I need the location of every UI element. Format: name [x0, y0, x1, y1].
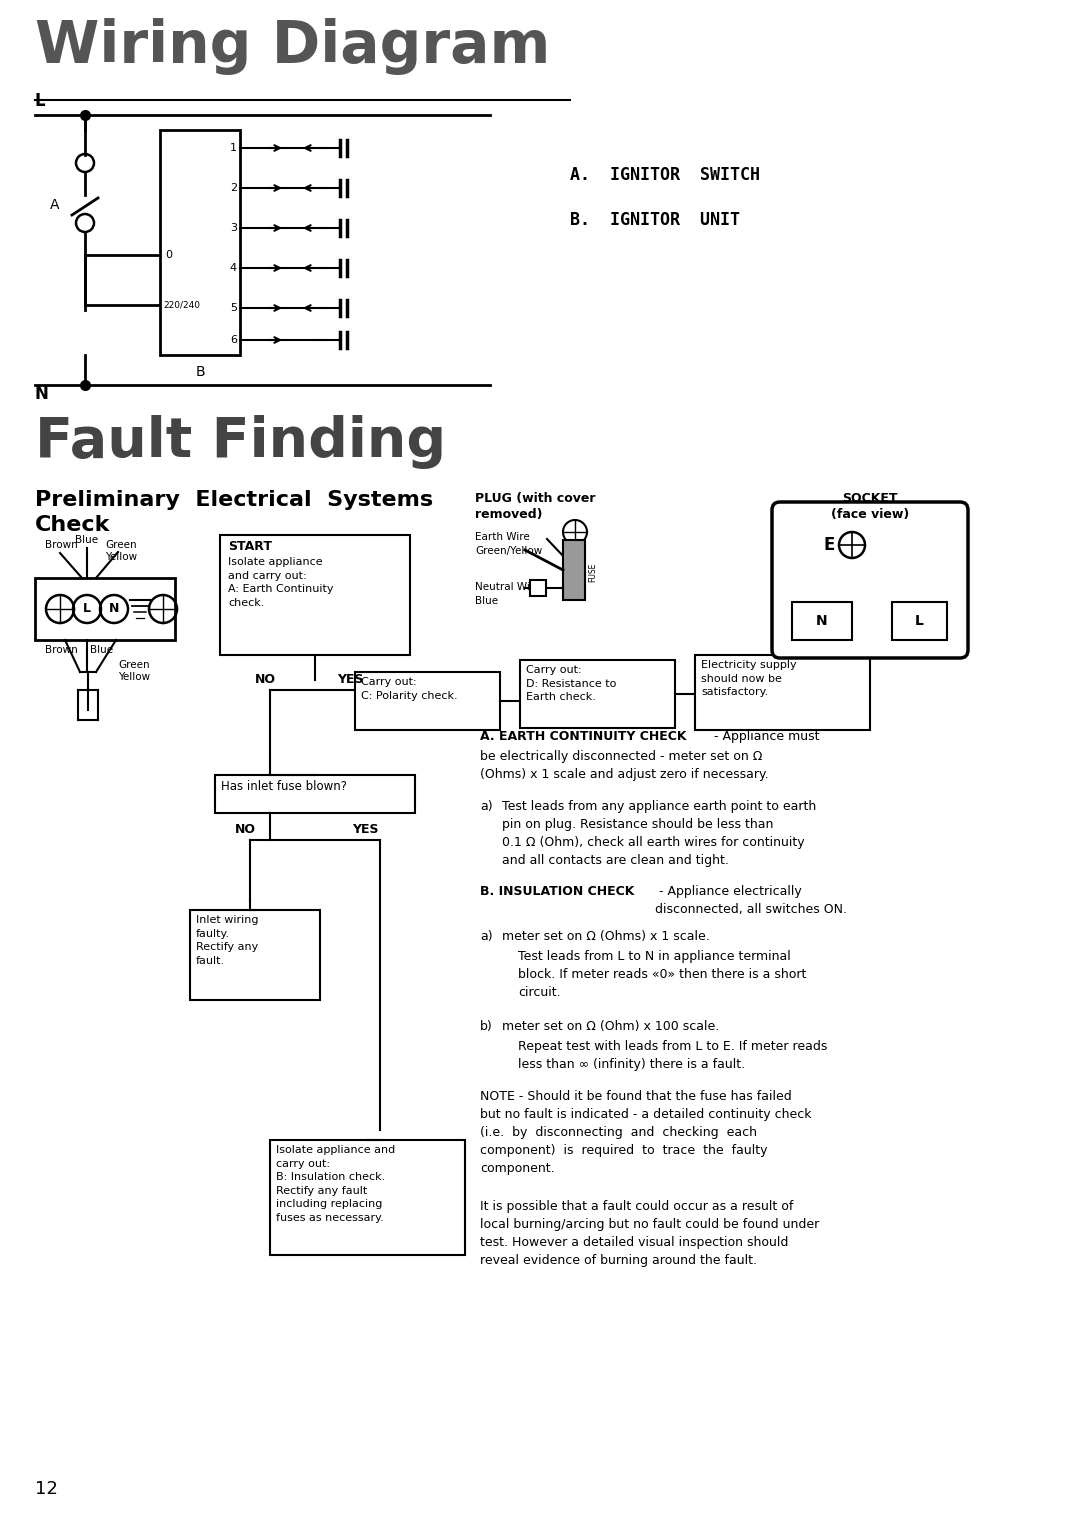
Text: Has inlet fuse blown?: Has inlet fuse blown? [221, 779, 347, 793]
Text: YES: YES [352, 824, 378, 836]
Text: Repeat test with leads from L to E. If meter reads
less than ∞ (infinity) there : Repeat test with leads from L to E. If m… [518, 1041, 827, 1071]
FancyBboxPatch shape [772, 503, 968, 659]
Text: It is possible that a fault could occur as a result of
local burning/arcing but : It is possible that a fault could occur … [480, 1199, 820, 1267]
Text: 220/240: 220/240 [163, 301, 200, 310]
Text: L: L [35, 92, 45, 110]
Text: Preliminary  Electrical  Systems: Preliminary Electrical Systems [35, 490, 433, 510]
Text: 1: 1 [230, 144, 237, 153]
Text: 6: 6 [230, 335, 237, 345]
Text: START: START [228, 539, 272, 553]
Bar [519, 660, 675, 727]
Text: Electricity supply
should now be
satisfactory.: Electricity supply should now be satisfa… [701, 660, 797, 697]
Text: Brown: Brown [45, 645, 78, 656]
Bar [190, 911, 320, 999]
Text: 4: 4 [230, 263, 237, 274]
Text: Test leads from any appliance earth point to earth
pin on plug. Resistance shoul: Test leads from any appliance earth poin… [502, 801, 816, 866]
Text: A: A [50, 199, 59, 212]
Text: a): a) [480, 931, 492, 943]
Text: Wiring Diagram: Wiring Diagram [35, 18, 551, 75]
Bar [530, 581, 546, 596]
Text: Isolate appliance and
carry out:
B: Insulation check.
Rectify any fault
includin: Isolate appliance and carry out: B: Insu… [276, 1144, 395, 1222]
Text: NO: NO [234, 824, 256, 836]
Text: B: B [195, 365, 205, 379]
Text: Brown: Brown [45, 539, 78, 550]
Text: Isolate appliance
and carry out:
A: Earth Continuity
check.: Isolate appliance and carry out: A: Eart… [228, 558, 334, 608]
Text: meter set on Ω (Ohms) x 1 scale.: meter set on Ω (Ohms) x 1 scale. [502, 931, 710, 943]
Bar [792, 602, 852, 640]
Text: N: N [35, 385, 49, 403]
Text: Green
Yellow: Green Yellow [105, 539, 137, 562]
Text: NO: NO [255, 672, 275, 686]
Text: 12: 12 [35, 1481, 58, 1497]
Bar [160, 130, 240, 354]
Text: b): b) [480, 1021, 492, 1033]
Text: Blue: Blue [90, 645, 113, 656]
Text: N: N [109, 602, 119, 616]
Bar [215, 775, 415, 813]
Text: removed): removed) [475, 507, 542, 521]
Text: 2: 2 [230, 183, 237, 193]
Text: A. EARTH CONTINUITY CHECK: A. EARTH CONTINUITY CHECK [480, 730, 687, 743]
Text: Carry out:
D: Resistance to
Earth check.: Carry out: D: Resistance to Earth check. [526, 665, 617, 703]
Text: 3: 3 [230, 223, 237, 232]
Text: NOTE - Should it be found that the fuse has failed
but no fault is indicated - a: NOTE - Should it be found that the fuse … [480, 1089, 811, 1175]
Text: Green
Yellow: Green Yellow [118, 660, 150, 681]
Text: Carry out:
C: Polarity check.: Carry out: C: Polarity check. [361, 677, 458, 701]
Text: YES: YES [337, 672, 363, 686]
Text: FUSE: FUSE [588, 562, 597, 582]
Text: meter set on Ω (Ohm) x 100 scale.: meter set on Ω (Ohm) x 100 scale. [502, 1021, 719, 1033]
Text: SOCKET: SOCKET [842, 492, 897, 504]
Text: - Appliance must: - Appliance must [710, 730, 820, 743]
Bar [696, 656, 870, 730]
Text: (face view): (face view) [831, 507, 909, 521]
Bar [355, 672, 500, 730]
Text: Test leads from L to N in appliance terminal
block. If meter reads «0» then ther: Test leads from L to N in appliance term… [518, 950, 807, 999]
Text: - Appliance electrically
disconnected, all switches ON.: - Appliance electrically disconnected, a… [654, 885, 847, 915]
Bar [270, 1140, 465, 1254]
Text: Neutral Wire: Neutral Wire [475, 582, 540, 591]
Text: a): a) [480, 801, 492, 813]
Bar [35, 578, 175, 640]
Text: E: E [824, 536, 835, 555]
Text: Inlet wiring
faulty.
Rectify any
fault.: Inlet wiring faulty. Rectify any fault. [195, 915, 258, 966]
Bar [563, 539, 585, 601]
Text: B. INSULATION CHECK: B. INSULATION CHECK [480, 885, 634, 898]
Text: Earth Wire: Earth Wire [475, 532, 530, 542]
Text: B.  IGNITOR  UNIT: B. IGNITOR UNIT [570, 211, 740, 229]
Text: L: L [83, 602, 91, 616]
Text: Check: Check [35, 515, 110, 535]
Text: Green/Yellow: Green/Yellow [475, 545, 542, 556]
Bar [220, 535, 410, 656]
Text: 0: 0 [165, 251, 172, 260]
Bar [892, 602, 947, 640]
Text: Blue: Blue [75, 535, 98, 545]
Text: PLUG (with cover: PLUG (with cover [475, 492, 595, 504]
Text: Blue: Blue [475, 596, 498, 607]
Text: Fault Finding: Fault Finding [35, 416, 446, 469]
Text: A.  IGNITOR  SWITCH: A. IGNITOR SWITCH [570, 167, 760, 183]
Text: 5: 5 [230, 303, 237, 313]
Text: L: L [915, 614, 923, 628]
Text: be electrically disconnected - meter set on Ω
(Ohms) x 1 scale and adjust zero i: be electrically disconnected - meter set… [480, 750, 769, 781]
Text: N: N [816, 614, 827, 628]
